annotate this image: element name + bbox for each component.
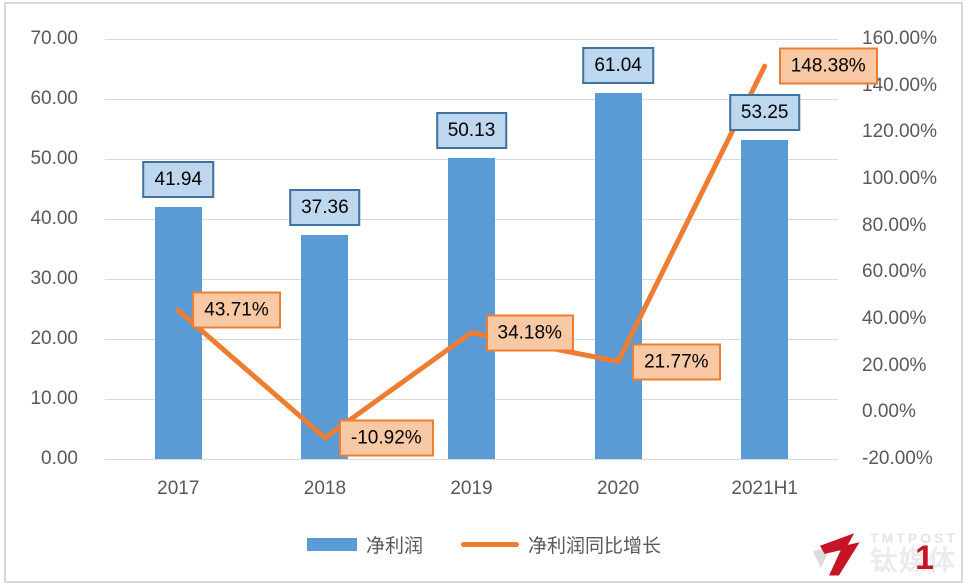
x-axis-category: 2020 [596, 478, 640, 499]
bar-2019 [448, 158, 495, 459]
bar-2021H1 [741, 139, 789, 459]
legend: 净利润 净利润同比增长 [0, 531, 968, 558]
left-axis-tick: 0.00 [41, 448, 78, 469]
watermark-brand-cn-row: 钛媒体 1 [870, 541, 958, 576]
line-value-label: 34.18% [485, 314, 574, 352]
legend-bar-swatch-icon [306, 538, 357, 551]
left-axis-tick: 10.00 [30, 388, 78, 409]
bar-value-label: 37.36 [289, 188, 361, 226]
right-axis-tick: 60.00% [862, 261, 927, 283]
bar-2017 [154, 207, 202, 459]
bar-value-label: 61.04 [582, 46, 654, 84]
right-axis-tick: 100.00% [862, 168, 938, 189]
left-axis-tick: 70.00 [30, 28, 78, 49]
right-axis-tick: -20.00% [862, 448, 933, 469]
legend-line-swatch-icon [461, 542, 519, 547]
watermark-brand-en: TMTPOST [870, 530, 958, 546]
x-axis-category: 2018 [303, 478, 347, 499]
left-axis-tick: 20.00 [30, 328, 78, 349]
left-axis-tick: 40.00 [30, 208, 78, 229]
right-axis-tick: 140.00% [862, 74, 938, 96]
right-axis-tick: 40.00% [862, 308, 927, 329]
line-value-label: 43.71% [192, 291, 281, 329]
left-axis-tick: 60.00 [30, 88, 78, 109]
tmtpost-logo-icon [812, 533, 860, 576]
gridline [105, 39, 838, 40]
line-value-label: 148.38% [778, 47, 878, 85]
left-axis-tick: 50.00 [30, 148, 78, 169]
x-axis-category: 2021H1 [731, 478, 798, 499]
legend-item-net-profit: 净利润 [306, 531, 423, 558]
bar-2020 [594, 92, 642, 459]
right-axis-tick: 0.00% [862, 401, 916, 423]
line-value-label: 21.77% [632, 343, 721, 380]
legend-item-yoy-growth: 净利润同比增长 [461, 531, 661, 558]
line-value-label: -10.92% [338, 419, 434, 457]
legend-label: 净利润同比增长 [528, 536, 662, 557]
legend-label: 净利润 [365, 536, 423, 557]
right-axis-tick: 20.00% [862, 354, 927, 376]
right-axis-tick: 80.00% [862, 214, 927, 236]
left-axis-tick: 30.00 [30, 268, 78, 289]
tmtpost-watermark: TMTPOST 钛媒体 1 [811, 526, 958, 580]
x-axis-category: 2017 [157, 478, 200, 499]
bar-value-label: 41.94 [142, 161, 215, 199]
bar-value-label: 53.25 [728, 93, 801, 131]
bar-value-label: 50.13 [435, 112, 508, 150]
watermark-text: TMTPOST 钛媒体 1 [870, 531, 958, 575]
right-axis-tick: 160.00% [862, 28, 938, 49]
gridline [105, 459, 838, 460]
watermark-red-numeral: 1 [915, 539, 934, 577]
watermark-brand-cn: 钛媒体 [870, 546, 958, 576]
right-axis-tick: 120.00% [862, 121, 938, 143]
x-axis-category: 2019 [450, 478, 493, 499]
